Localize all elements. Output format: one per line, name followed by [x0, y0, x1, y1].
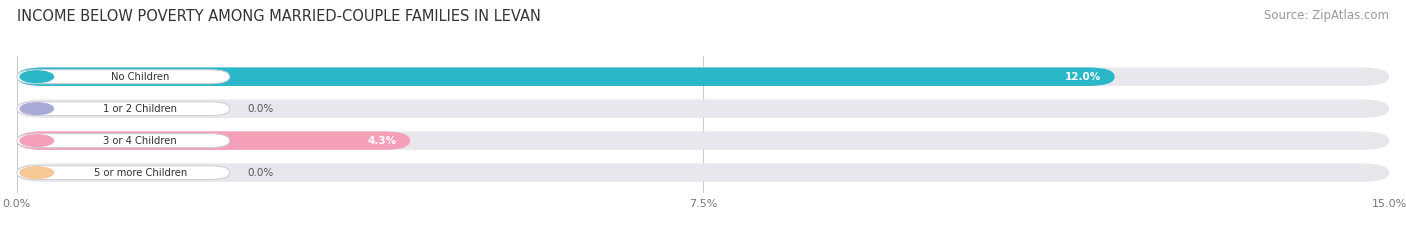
FancyBboxPatch shape: [17, 70, 229, 84]
FancyBboxPatch shape: [17, 67, 1389, 86]
Text: Source: ZipAtlas.com: Source: ZipAtlas.com: [1264, 9, 1389, 22]
Circle shape: [20, 103, 53, 114]
Circle shape: [20, 135, 53, 147]
FancyBboxPatch shape: [17, 166, 229, 180]
Text: 4.3%: 4.3%: [367, 136, 396, 146]
FancyBboxPatch shape: [17, 67, 1115, 86]
FancyBboxPatch shape: [17, 102, 229, 116]
FancyBboxPatch shape: [17, 99, 1389, 118]
Text: 3 or 4 Children: 3 or 4 Children: [104, 136, 177, 146]
Text: 5 or more Children: 5 or more Children: [94, 168, 187, 178]
Text: No Children: No Children: [111, 72, 170, 82]
Circle shape: [20, 167, 53, 178]
Text: 1 or 2 Children: 1 or 2 Children: [103, 104, 177, 114]
FancyBboxPatch shape: [17, 131, 1389, 150]
Text: 0.0%: 0.0%: [247, 168, 274, 178]
Text: 12.0%: 12.0%: [1064, 72, 1101, 82]
Text: 0.0%: 0.0%: [247, 104, 274, 114]
FancyBboxPatch shape: [17, 131, 411, 150]
FancyBboxPatch shape: [17, 134, 229, 147]
Circle shape: [20, 71, 53, 82]
FancyBboxPatch shape: [17, 163, 1389, 182]
Text: INCOME BELOW POVERTY AMONG MARRIED-COUPLE FAMILIES IN LEVAN: INCOME BELOW POVERTY AMONG MARRIED-COUPL…: [17, 9, 541, 24]
